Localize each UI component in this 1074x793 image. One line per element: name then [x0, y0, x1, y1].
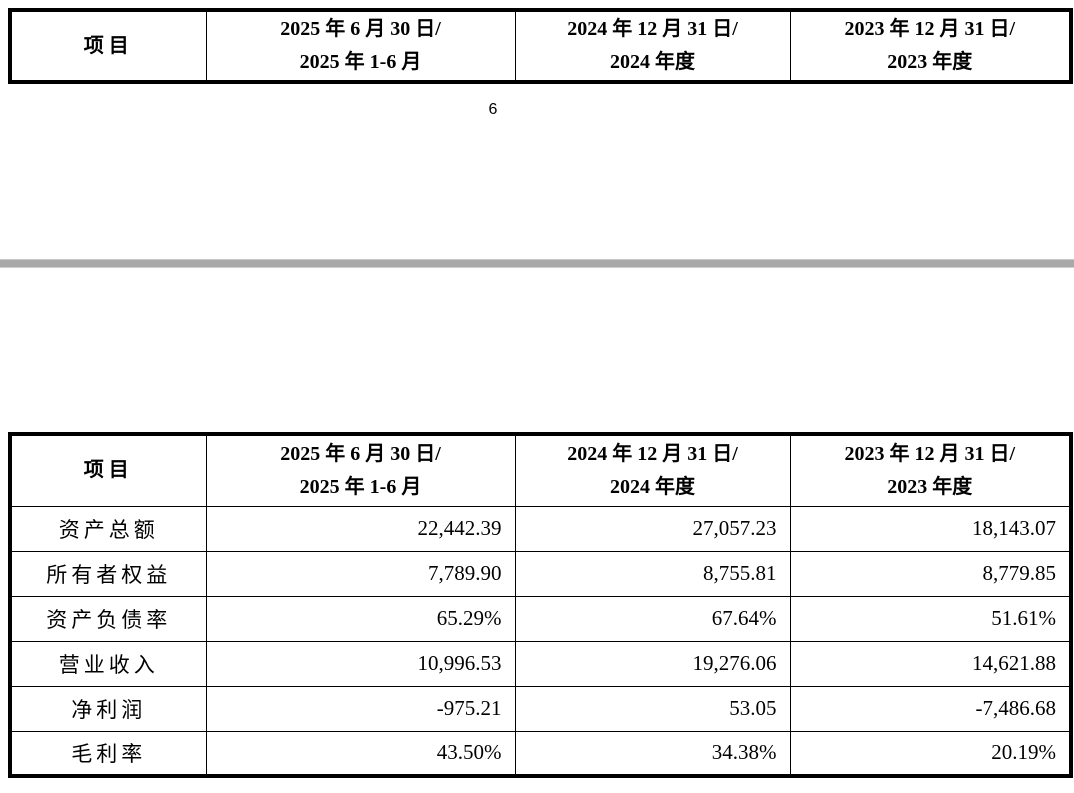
header-period-cell-2025: 2025 年 6 月 30 日/ 2025 年 1-6 月: [205, 9, 516, 83]
table-row-owners-equity: 所有者权益 7,789.90 8,755.81 8,779.85: [9, 550, 1072, 597]
row-value: 43.50%: [205, 730, 516, 777]
row-label: 所有者权益: [9, 550, 207, 597]
period-line1: 2023 年 12 月 31 日/: [844, 442, 1016, 465]
row-value: 34.38%: [514, 730, 791, 777]
row-label: 毛利率: [9, 730, 207, 777]
financial-summary-table: 项目 2025 年 6 月 30 日/ 2025 年 1-6 月 2024 年 …: [8, 432, 1073, 778]
row-label: 营业收入: [9, 640, 207, 687]
period-line1: 2024 年 12 月 31 日/: [567, 18, 738, 40]
table-row-operating-revenue: 营业收入 10,996.53 19,276.06 14,621.88: [9, 640, 1072, 687]
row-value: 20.19%: [789, 730, 1072, 777]
row-value: 53.05: [514, 685, 791, 732]
header-period-cell-2024: 2024 年 12 月 31 日/ 2024 年度: [514, 433, 791, 507]
period-line2: 2024 年度: [610, 475, 695, 498]
period-line2: 2024 年度: [610, 51, 695, 73]
row-value: 65.29%: [205, 595, 516, 642]
header-period-cell-2024: 2024 年 12 月 31 日/ 2024 年度: [514, 9, 791, 83]
table-row-total-assets: 资产总额 22,442.39 27,057.23 18,143.07: [9, 505, 1072, 552]
period-line1: 2023 年 12 月 31 日/: [844, 18, 1016, 40]
period-line2: 2023 年度: [887, 475, 973, 498]
period-line1: 2025 年 6 月 30 日/: [280, 442, 441, 465]
page-number: 6: [488, 101, 498, 118]
table-header-row: 项目 2025 年 6 月 30 日/ 2025 年 1-6 月 2024 年 …: [9, 433, 1072, 507]
row-value: 10,996.53: [205, 640, 516, 687]
table-header-row: 项目 2025 年 6 月 30 日/ 2025 年 1-6 月 2024 年 …: [9, 9, 1072, 83]
header-period-cell-2023: 2023 年 12 月 31 日/ 2023 年度: [789, 433, 1072, 507]
period-line1: 2025 年 6 月 30 日/: [280, 18, 441, 40]
row-value: 19,276.06: [514, 640, 791, 687]
table-row-gross-margin: 毛利率 43.50% 34.38% 20.19%: [9, 730, 1072, 777]
row-value: 22,442.39: [205, 505, 516, 552]
period-line2: 2023 年度: [887, 51, 973, 73]
row-label: 资产负债率: [9, 595, 207, 642]
row-value: -975.21: [205, 685, 516, 732]
period-line2: 2025 年 1-6 月: [299, 51, 422, 73]
row-value: 8,779.85: [789, 550, 1072, 597]
row-value: 8,755.81: [514, 550, 791, 597]
table-row-debt-ratio: 资产负债率 65.29% 67.64% 51.61%: [9, 595, 1072, 642]
row-value: -7,486.68: [789, 685, 1072, 732]
row-value: 51.61%: [789, 595, 1072, 642]
row-value: 14,621.88: [789, 640, 1072, 687]
table-row-net-profit: 净利润 -975.21 53.05 -7,486.68: [9, 685, 1072, 732]
row-value: 67.64%: [514, 595, 791, 642]
period-line1: 2024 年 12 月 31 日/: [567, 442, 738, 465]
header-item-cell: 项目: [9, 433, 207, 507]
row-label: 资产总额: [9, 505, 207, 552]
page-separator: [0, 259, 1074, 268]
period-line2: 2025 年 1-6 月: [299, 475, 422, 498]
row-label: 净利润: [9, 685, 207, 732]
row-value: 7,789.90: [205, 550, 516, 597]
header-item-cell: 项目: [9, 9, 207, 83]
header-period-cell-2023: 2023 年 12 月 31 日/ 2023 年度: [789, 9, 1072, 83]
row-value: 27,057.23: [514, 505, 791, 552]
header-period-cell-2025: 2025 年 6 月 30 日/ 2025 年 1-6 月: [205, 433, 516, 507]
financial-table-header-fragment: 项目 2025 年 6 月 30 日/ 2025 年 1-6 月 2024 年 …: [8, 8, 1073, 84]
row-value: 18,143.07: [789, 505, 1072, 552]
